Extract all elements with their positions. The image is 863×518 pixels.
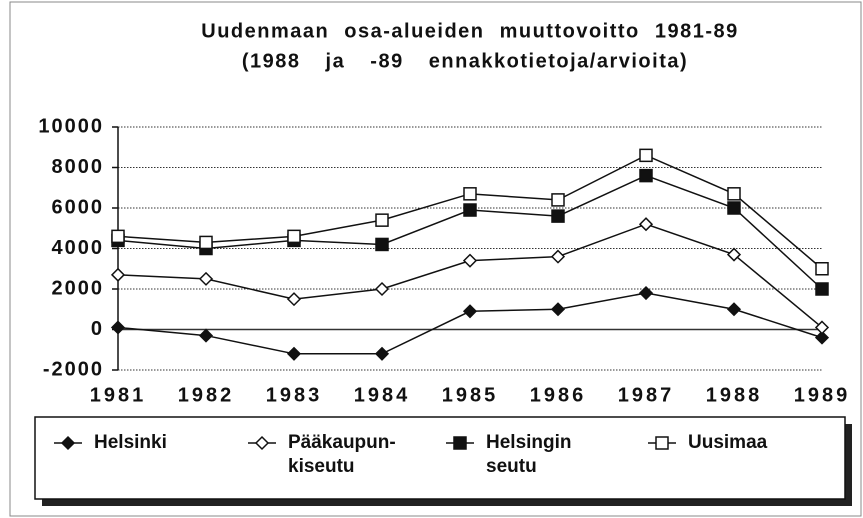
x-tick-label: 1983 bbox=[266, 384, 323, 406]
point bbox=[374, 346, 390, 361]
point bbox=[198, 271, 214, 286]
x-tick-label: 1987 bbox=[618, 384, 675, 406]
point bbox=[639, 148, 653, 163]
point bbox=[111, 229, 125, 244]
point bbox=[814, 320, 830, 335]
point bbox=[462, 253, 478, 268]
point bbox=[463, 203, 477, 217]
point bbox=[374, 281, 390, 297]
point bbox=[550, 249, 566, 264]
point bbox=[638, 217, 654, 232]
legend-marker bbox=[254, 435, 270, 451]
point bbox=[286, 292, 302, 307]
legend-label: Pääkaupun- kiseutu bbox=[288, 432, 396, 477]
point bbox=[814, 330, 830, 345]
x-tick-label: 1986 bbox=[530, 384, 587, 406]
point bbox=[110, 320, 126, 335]
legend-label: Helsinki bbox=[94, 432, 167, 453]
point bbox=[462, 304, 478, 319]
frame bbox=[9, 1, 862, 517]
x-tick-label: 1982 bbox=[178, 384, 235, 406]
point bbox=[199, 235, 213, 250]
point bbox=[727, 201, 741, 215]
legend-marker bbox=[60, 435, 76, 451]
point bbox=[726, 247, 742, 262]
legend-box bbox=[34, 416, 846, 500]
chart-subtitle: (1988 ja -89 ennakkotietoja/arvioita) bbox=[242, 50, 688, 72]
point bbox=[198, 328, 214, 343]
legend-marker bbox=[453, 436, 467, 450]
chart-title: Uudenmaan osa-alueiden muuttovoitto 1981… bbox=[201, 20, 738, 42]
y-tick-label: 2000 bbox=[52, 277, 105, 299]
x-tick-label: 1984 bbox=[354, 384, 411, 406]
point bbox=[375, 237, 389, 252]
point bbox=[638, 285, 654, 301]
series-line bbox=[117, 292, 823, 355]
point bbox=[815, 262, 829, 276]
y-tick-label: -2000 bbox=[43, 358, 104, 380]
x-tick-label: 1988 bbox=[706, 384, 763, 406]
x-tick-label: 1985 bbox=[442, 384, 499, 406]
legend-label: Helsingin seutu bbox=[486, 432, 572, 477]
legend-label: Uusimaa bbox=[688, 432, 768, 453]
y-tick-label: 8000 bbox=[52, 156, 105, 178]
point bbox=[286, 346, 302, 361]
x-tick-label: 1981 bbox=[90, 384, 147, 406]
point bbox=[815, 282, 829, 296]
point bbox=[726, 302, 742, 317]
point bbox=[639, 168, 653, 183]
x-tick-label: 1989 bbox=[794, 384, 851, 406]
point bbox=[110, 267, 126, 282]
point bbox=[463, 187, 477, 201]
point bbox=[375, 213, 389, 227]
y-tick-label: 0 bbox=[91, 318, 104, 340]
y-tick-label: 6000 bbox=[52, 196, 105, 218]
point bbox=[551, 193, 565, 207]
legend-marker bbox=[655, 436, 669, 450]
point bbox=[287, 229, 301, 244]
y-tick-label: 4000 bbox=[52, 237, 105, 259]
point bbox=[727, 187, 741, 201]
point bbox=[550, 302, 566, 317]
point bbox=[551, 209, 565, 223]
y-tick-label: 10000 bbox=[38, 115, 104, 137]
